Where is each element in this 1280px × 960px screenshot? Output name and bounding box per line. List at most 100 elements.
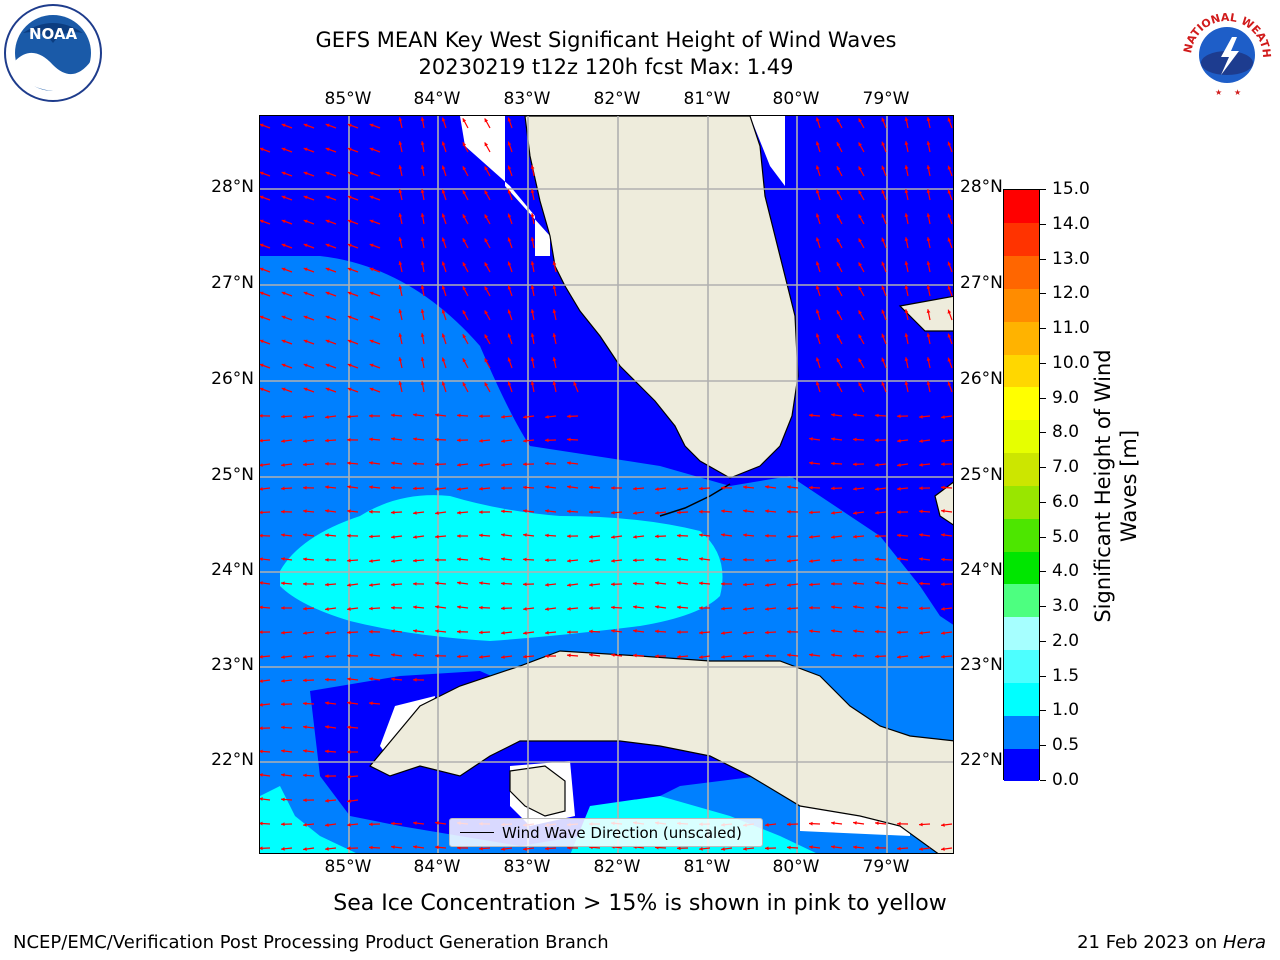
wave-arrow-head xyxy=(325,509,329,513)
wave-arrow-head xyxy=(721,847,725,851)
wave-arrow-head xyxy=(347,171,352,176)
wave-arrow-head xyxy=(501,486,505,491)
wave-arrow-head xyxy=(398,357,403,362)
wave-arrow-head xyxy=(897,557,901,561)
wave-arrow-head xyxy=(281,171,286,176)
wave-arrow-head xyxy=(347,725,351,730)
colorbar-tick-mark xyxy=(1040,432,1046,434)
footer-date-text: 21 Feb 2023 on xyxy=(1077,932,1223,953)
wave-arrow-head xyxy=(919,533,923,537)
ocean-band-1.0-1.5 xyxy=(280,495,723,641)
wave-arrow-head xyxy=(462,238,467,243)
colorbar-segment xyxy=(1004,715,1039,749)
wave-arrow-head xyxy=(552,285,557,290)
wave-arrow-head xyxy=(260,463,263,467)
wave-arrow-head xyxy=(325,725,329,729)
wave-arrow-head xyxy=(441,141,446,146)
wave-arrow-head xyxy=(369,219,374,224)
wave-arrow-head xyxy=(325,749,329,754)
wave-arrow-head xyxy=(836,286,841,291)
wave-arrow-head xyxy=(369,629,373,634)
wave-arrow-head xyxy=(281,797,285,802)
wave-arrow-head xyxy=(941,438,945,443)
wave-arrow-head xyxy=(260,387,264,392)
wave-arrow-head xyxy=(391,821,395,826)
colorbar-segment xyxy=(1004,748,1039,782)
wave-arrow-head xyxy=(545,461,549,466)
wave-arrow-head xyxy=(589,582,593,587)
colorbar-tick-label: 15.0 xyxy=(1052,179,1090,199)
wave-arrow-head xyxy=(501,509,505,514)
wave-arrow-head xyxy=(941,654,945,659)
wave-arrow-head xyxy=(303,606,307,611)
wave-arrow-head xyxy=(325,123,330,128)
wave-arrow-head xyxy=(369,845,373,850)
wave-arrow-head xyxy=(721,557,725,562)
wave-arrow-head xyxy=(941,485,945,490)
wave-arrow-head xyxy=(281,557,285,561)
wave-arrow-head xyxy=(904,333,909,338)
lat-label-right-24n: 24°N xyxy=(960,560,1003,580)
legend-label: Wind Wave Direction (unscaled) xyxy=(502,823,742,842)
wave-arrow-head xyxy=(369,701,373,706)
wave-arrow-head xyxy=(507,333,512,338)
wave-arrow-head xyxy=(484,190,489,195)
lat-label-left-24n: 24°N xyxy=(211,560,254,580)
wave-arrow-head xyxy=(853,653,857,658)
wave-arrow-head xyxy=(787,583,791,587)
wave-arrow-head xyxy=(435,487,439,491)
wave-arrow-head xyxy=(441,357,446,362)
wave-arrow-head xyxy=(347,630,351,635)
wave-arrow-head xyxy=(815,141,820,146)
wave-arrow-head xyxy=(787,534,791,539)
wave-arrow-head xyxy=(765,653,769,658)
wave-arrow-head xyxy=(831,821,835,825)
wave-arrow-head xyxy=(303,485,307,490)
wave-arrow-head xyxy=(347,750,351,754)
wave-arrow-head xyxy=(303,363,308,368)
wave-arrow-head xyxy=(260,605,263,610)
wave-arrow-head xyxy=(787,559,791,563)
wave-arrow-head xyxy=(260,291,264,296)
wave-arrow-head xyxy=(462,190,467,195)
wave-arrow-head xyxy=(325,654,329,659)
wave-arrow-head xyxy=(809,461,813,465)
wave-arrow-head xyxy=(260,846,263,851)
wave-arrow-head xyxy=(391,437,395,441)
wave-arrow-head xyxy=(303,123,308,128)
wave-arrow-head xyxy=(655,629,659,634)
wave-arrow-head xyxy=(325,243,330,248)
wave-arrow-head xyxy=(567,534,571,539)
colorbar-tick-mark xyxy=(1040,606,1046,608)
wave-arrow-head xyxy=(281,463,285,467)
wave-arrow-head xyxy=(875,438,879,443)
wave-arrow-head xyxy=(633,486,637,491)
wave-arrow-head xyxy=(303,582,307,586)
wind-wave-arrows xyxy=(260,117,953,851)
wave-arrow-head xyxy=(926,357,931,361)
wave-arrow-head xyxy=(457,413,461,418)
wave-arrow-head xyxy=(462,118,467,123)
wave-arrow-head xyxy=(420,261,425,265)
wave-arrow-head xyxy=(677,581,681,585)
colorbar-segment xyxy=(1004,616,1039,651)
wave-arrow-head xyxy=(567,437,571,442)
wave-arrow-head xyxy=(347,414,351,419)
wave-arrow-head xyxy=(809,413,813,418)
wave-arrow-head xyxy=(897,414,901,419)
wave-arrow-head xyxy=(904,213,909,218)
wave-arrow-head xyxy=(858,118,862,123)
wave-arrow-head xyxy=(413,486,417,491)
wave-arrow-head xyxy=(858,286,862,291)
wave-arrow-head xyxy=(484,238,489,243)
wave-arrow-head xyxy=(420,237,425,241)
wave-arrow-head xyxy=(831,605,835,610)
wave-arrow-head xyxy=(858,238,862,243)
colorbar-tick-mark xyxy=(1040,710,1046,712)
wave-arrow-head xyxy=(633,581,637,586)
wave-arrow-head xyxy=(523,582,527,587)
wave-arrow-head xyxy=(809,821,813,826)
colorbar-segment xyxy=(1004,387,1039,421)
wave-arrow-head xyxy=(897,438,901,443)
wave-arrow-head xyxy=(441,333,446,338)
